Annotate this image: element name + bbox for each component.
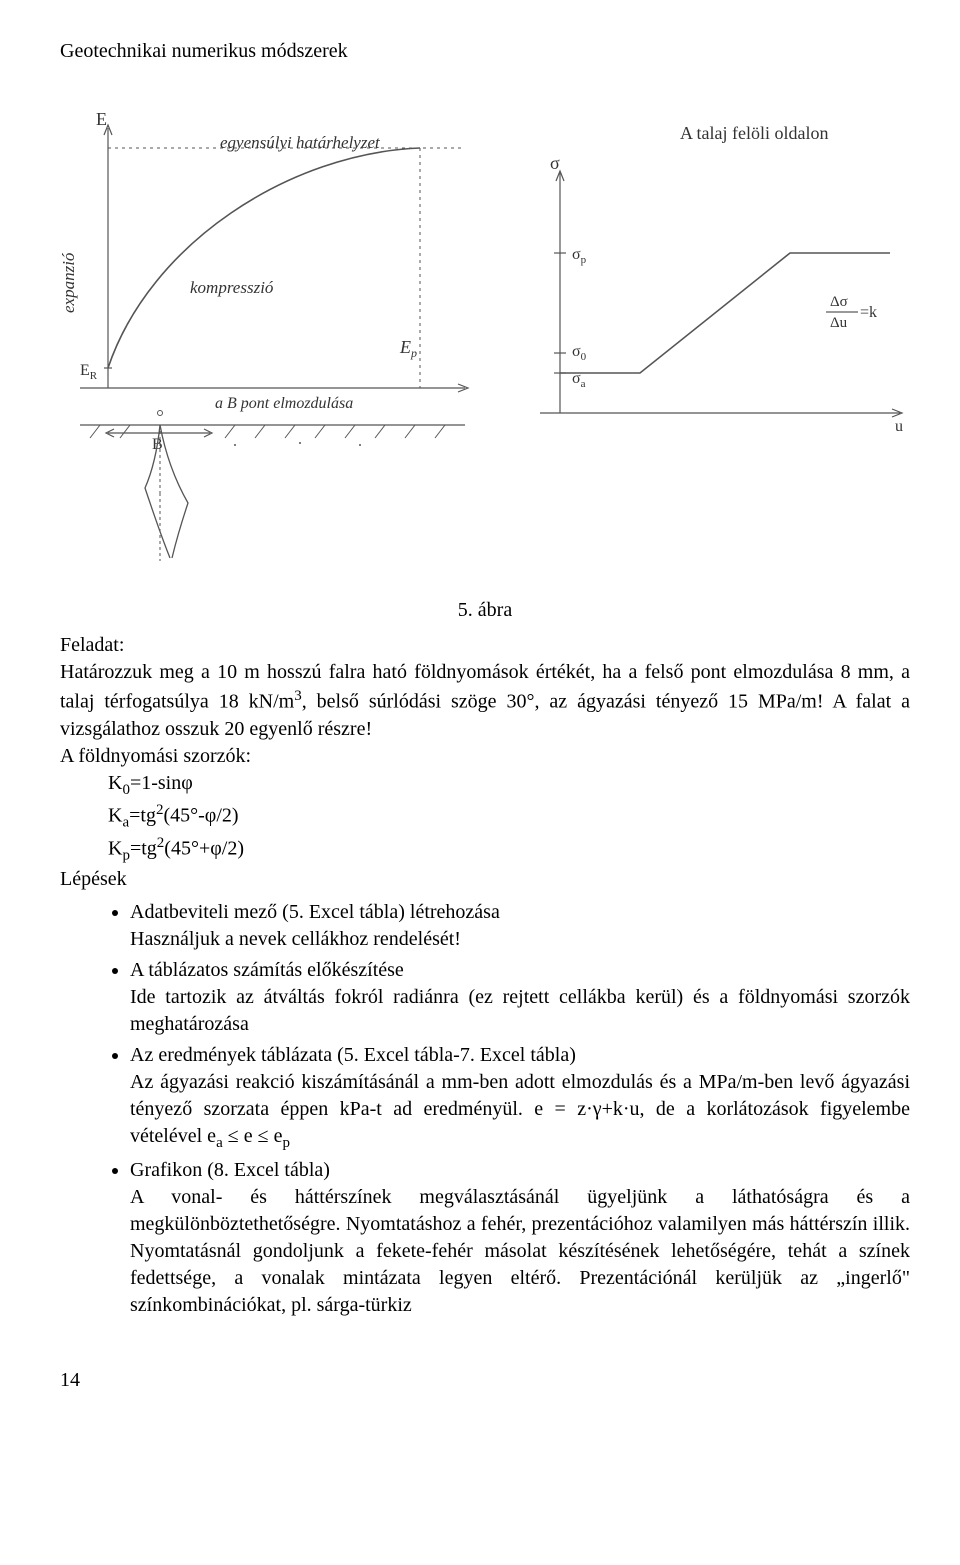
fig-right-frac-bot: Δu: [830, 315, 848, 331]
fig-right-sigma0-sub: 0: [581, 351, 587, 363]
fig-left-E: E: [96, 109, 107, 129]
bullet-1-line2: Ide tartozik az átváltás fokról radiánra…: [130, 986, 910, 1035]
svg-text:ER: ER: [80, 362, 98, 382]
kp-c: (45°+φ/2): [164, 837, 244, 859]
svg-text:σ0: σ0: [572, 343, 587, 363]
svg-text:σp: σp: [572, 246, 587, 266]
fig-right-sigmap-sub: p: [581, 254, 587, 266]
list-item: Grafikon (8. Excel tábla) A vonal- és há…: [130, 1157, 910, 1319]
figure-row: E ER egyensúlyi határhelyzet kompresszió…: [60, 93, 910, 579]
page-number: 14: [60, 1369, 910, 1392]
task-text-1: Határozzuk meg a 10 m hosszú falra ható …: [60, 659, 910, 743]
bullet-2-sub1: a: [216, 1135, 223, 1151]
list-item: Adatbeviteli mező (5. Excel tábla) létre…: [130, 899, 910, 953]
figure-right: A talaj felöli oldalon σ u σp σ0 σa: [520, 93, 920, 579]
kp-a: K: [108, 837, 122, 859]
bullet-3-line2: A vonal- és háttérszínek megválasztásáná…: [130, 1186, 910, 1316]
fig-left-compression-label: kompresszió: [190, 278, 274, 297]
fig-right-title: A talaj felöli oldalon: [680, 123, 828, 143]
fig-left-ER-sub: R: [90, 370, 98, 382]
ka-b: =tg: [129, 805, 156, 827]
fig-right-eqk: =k: [860, 304, 877, 321]
bullet-2-line1: Az eredmények táblázata (5. Excel tábla-…: [130, 1044, 576, 1066]
fig-left-Ep: E: [399, 337, 411, 357]
task-block: Feladat: Határozzuk meg a 10 m hosszú fa…: [60, 632, 910, 1319]
fig-right-frac-top: Δσ: [830, 294, 848, 310]
fig-left-ER: E: [80, 362, 90, 379]
page-header: Geotechnikai numerikus módszerek: [60, 40, 910, 63]
bullet-1-line1: A táblázatos számítás előkészítése: [130, 959, 404, 981]
task-text-2: A földnyomási szorzók:: [60, 743, 910, 770]
steps-label: Lépések: [60, 866, 910, 893]
figure-left: E ER egyensúlyi határhelyzet kompresszió…: [60, 93, 490, 579]
fig-right-u: u: [895, 418, 903, 435]
list-item: A táblázatos számítás előkészítése Ide t…: [130, 957, 910, 1038]
fig-right-sigmaa-sub: a: [581, 378, 586, 390]
bullet-2-sub2: p: [282, 1135, 290, 1151]
fig-left-yaxis-label: expanzió: [60, 252, 78, 313]
formula-ka: Ka=tg2(45°-φ/2): [108, 800, 910, 833]
task-text-1-sup: 3: [294, 688, 302, 704]
kp-sub: p: [122, 847, 130, 863]
formula-kp: Kp=tg2(45°+φ/2): [108, 833, 910, 866]
figure-caption: 5. ábra: [60, 599, 910, 622]
svg-text:Ep: Ep: [399, 337, 417, 360]
fig-left-xaxis-label: a B pont elmozdulása: [215, 395, 353, 412]
kp-b: =tg: [130, 837, 157, 859]
bullet-0-line1: Adatbeviteli mező (5. Excel tábla) létre…: [130, 901, 500, 923]
fig-right-sigma: σ: [550, 153, 560, 173]
formula-k0: K0=1-sinφ: [108, 770, 910, 800]
k0-sub: 0: [122, 782, 130, 798]
fig-left-equilibrium-label: egyensúlyi határhelyzet: [220, 133, 381, 152]
fig-left-Ep-sub: p: [410, 346, 417, 360]
task-label: Feladat:: [60, 632, 910, 659]
ka-a: K: [108, 805, 122, 827]
k0-b: =1-sinφ: [130, 772, 193, 794]
bullet-2-line2b: ≤ e ≤ e: [223, 1125, 283, 1147]
bullet-3-line1: Grafikon (8. Excel tábla): [130, 1159, 330, 1181]
ka-c: (45°-φ/2): [163, 805, 238, 827]
list-item: Az eredmények táblázata (5. Excel tábla-…: [130, 1042, 910, 1153]
bullet-0-line2: Használjuk a nevek cellákhoz rendelését!: [130, 928, 461, 950]
steps-list: Adatbeviteli mező (5. Excel tábla) létre…: [60, 899, 910, 1319]
k0-a: K: [108, 772, 122, 794]
